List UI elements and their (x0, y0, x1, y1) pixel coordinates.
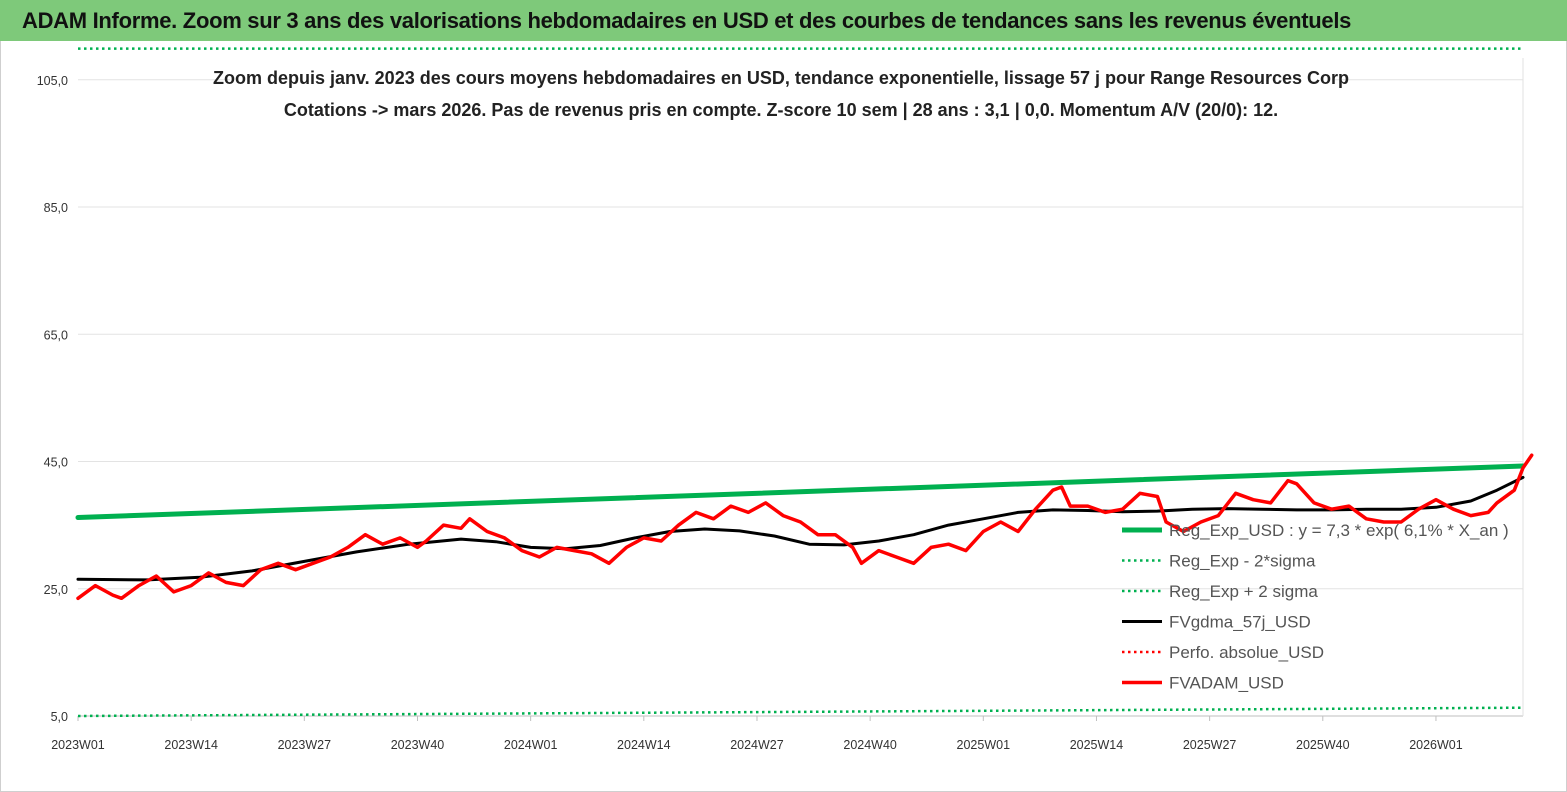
x-tick-label: 2024W40 (843, 738, 897, 752)
x-tick-label: 2025W27 (1183, 738, 1237, 752)
y-axis-ticks: 5,0 25,0 45,0 65,0 85,0 105,0 (37, 74, 68, 724)
report-banner: ADAM Informe. Zoom sur 3 ans des valoris… (0, 0, 1567, 41)
y-tick-label: 105,0 (37, 74, 68, 88)
y-tick-label: 65,0 (44, 328, 68, 342)
chart-title: Zoom depuis janv. 2023 des cours moyens … (213, 60, 1349, 124)
legend-entry: FVADAM_USD (1169, 674, 1284, 693)
chart-title-line-1: Zoom depuis janv. 2023 des cours moyens … (213, 68, 1349, 88)
x-tick-label: 2024W27 (730, 738, 784, 752)
x-tick-label: 2025W40 (1296, 738, 1350, 752)
legend-entry: Reg_Exp - 2*sigma (1169, 552, 1316, 571)
legend-entry: Reg_Exp + 2 sigma (1169, 582, 1318, 601)
report-banner-title: ADAM Informe. Zoom sur 3 ans des valoris… (22, 8, 1352, 33)
series-line-reg_exp_usd (75, 463, 1526, 520)
x-tick-label: 2024W14 (617, 738, 671, 752)
x-tick-label: 2023W14 (164, 738, 218, 752)
x-tick-label: 2024W01 (504, 738, 558, 752)
series-line-reg_exp (77, 706, 1524, 718)
x-tick-label: 2025W01 (957, 738, 1011, 752)
y-tick-label: 45,0 (44, 456, 68, 470)
x-tick-label: 2023W40 (391, 738, 445, 752)
series-line-fvadam_usd (76, 453, 1534, 601)
chart-legend: Reg_Exp_USD : y = 7,3 * exp( 6,1% * X_an… (1122, 521, 1509, 693)
y-tick-label: 85,0 (44, 201, 68, 215)
x-tick-label: 2025W14 (1070, 738, 1124, 752)
legend-entry: FVgdma_57j_USD (1169, 613, 1311, 632)
y-tick-label: 5,0 (51, 710, 68, 724)
legend-entry: Perfo. absolue_USD (1169, 643, 1324, 662)
x-axis-ticks: 2023W01 2023W14 2023W27 2023W40 2024W01 2024W… (51, 716, 1463, 752)
chart-title-background (230, 60, 1332, 124)
y-tick-label: 25,0 (44, 583, 68, 597)
series-layer (75, 47, 1534, 718)
x-tick-label: 2023W27 (278, 738, 332, 752)
x-tick-label: 2026W01 (1409, 738, 1463, 752)
chart-title-line-2: Cotations -> mars 2026. Pas de revenus p… (284, 100, 1278, 120)
x-tick-label: 2023W01 (51, 738, 105, 752)
legend-entry: Reg_Exp_USD : y = 7,3 * exp( 6,1% * X_an… (1169, 521, 1509, 540)
